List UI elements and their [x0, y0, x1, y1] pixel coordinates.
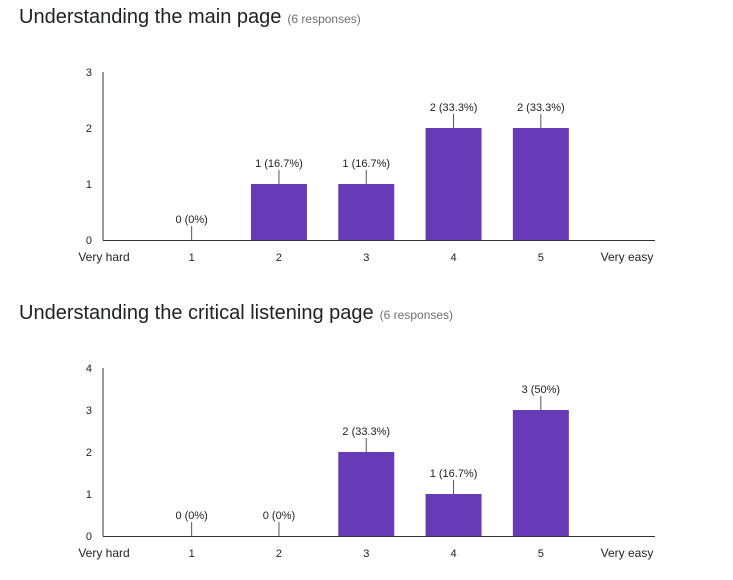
bar [250, 184, 307, 240]
x-tick-label: 2 [276, 548, 282, 560]
data-label: 2 (33.3%) [430, 102, 478, 114]
x-axis-min-label: Very hard [78, 546, 129, 560]
chart-critical-listening-page: Understanding the critical listening pag… [0, 302, 733, 572]
bar [338, 184, 395, 240]
x-axis-min-label: Very hard [78, 250, 129, 264]
bar [512, 410, 569, 536]
x-tick-label: 4 [450, 252, 456, 264]
x-tick-label: 5 [538, 548, 544, 560]
x-tick-label: 2 [276, 252, 282, 264]
data-label: 0 (0%) [263, 510, 295, 522]
bar [512, 128, 569, 240]
x-tick-label: 5 [538, 252, 544, 264]
x-tick-label: 3 [363, 548, 369, 560]
data-label: 2 (33.3%) [517, 102, 565, 114]
chart-subtitle: (6 responses) [287, 12, 361, 26]
y-tick-label: 3 [86, 67, 92, 79]
data-label: 2 (33.3%) [342, 426, 390, 438]
y-tick-label: 1 [86, 489, 92, 501]
y-tick-label: 4 [86, 363, 92, 375]
data-label: 1 (16.7%) [430, 468, 478, 480]
data-label: 1 (16.7%) [255, 158, 303, 170]
chart-subtitle: (6 responses) [379, 308, 454, 322]
bar-chart: 0 1 2 3 4 Very hard Very easy 0 (0%) 1 0 (0%) 2 2 (… [78, 363, 655, 560]
chart-title: Understanding the main page [19, 6, 282, 28]
chart-title-block: Understanding the main page (6 responses) [19, 6, 361, 29]
bar [425, 128, 482, 240]
data-label: 1 (16.7%) [342, 158, 390, 170]
x-axis-max-label: Very easy [601, 250, 654, 264]
x-tick-label: 1 [189, 548, 195, 560]
data-label: 0 (0%) [175, 214, 207, 226]
bar [338, 452, 395, 536]
chart-title-block: Understanding the critical listening pag… [19, 302, 453, 325]
x-tick-label: 4 [450, 548, 456, 560]
y-tick-label: 2 [86, 447, 92, 459]
y-tick-label: 1 [86, 179, 92, 191]
y-tick-label: 0 [86, 531, 92, 543]
x-tick-label: 3 [363, 252, 369, 264]
bar-chart: 0 1 2 3 Very hard Very easy 0 (0%) 1 1 (16.7%) 2 1… [78, 67, 655, 264]
data-label: 0 (0%) [175, 510, 207, 522]
x-axis-max-label: Very easy [601, 546, 654, 560]
y-tick-label: 0 [86, 235, 92, 247]
x-tick-label: 1 [189, 252, 195, 264]
data-label: 3 (50%) [522, 384, 561, 396]
chart-title: Understanding the critical listening pag… [19, 302, 374, 324]
chart-main-page: Understanding the main page (6 responses)… [0, 6, 733, 276]
y-tick-label: 2 [86, 123, 92, 135]
bar [425, 494, 482, 536]
y-tick-label: 3 [86, 405, 92, 417]
